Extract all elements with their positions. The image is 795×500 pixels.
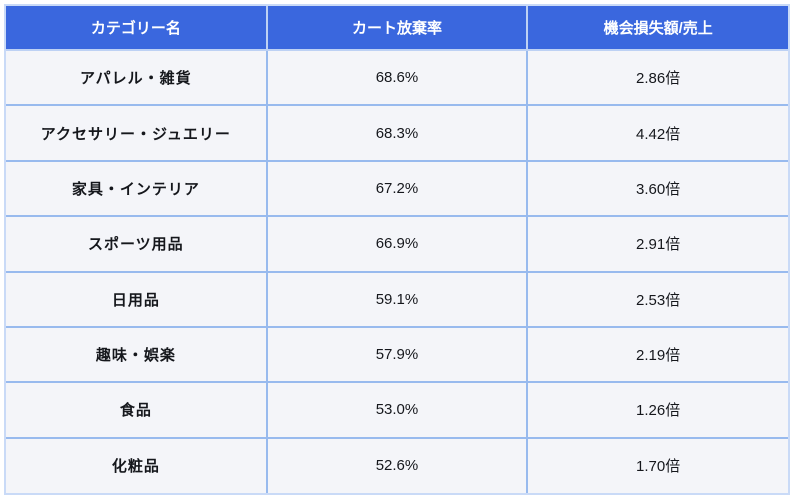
table-row: 家具・インテリア 67.2% 3.60倍 (6, 159, 788, 218)
table-row: 趣味・娯楽 57.9% 2.19倍 (6, 325, 788, 384)
cell-abandon-rate: 53.0% (265, 381, 529, 439)
cell-loss-ratio: 2.91倍 (526, 215, 788, 273)
cell-loss-ratio: 4.42倍 (526, 104, 788, 162)
cell-abandon-rate: 57.9% (265, 325, 529, 384)
cell-category-name: 家具・インテリア (6, 159, 268, 218)
cell-category-name: 日用品 (6, 270, 268, 328)
cell-category-name: スポーツ用品 (6, 215, 268, 273)
table-body: アパレル・雑貨 68.6% 2.86倍 アクセサリー・ジュエリー 68.3% 4.42倍家… (6, 48, 788, 493)
cell-category-name: 化粧品 (6, 436, 268, 493)
col-header-category-name: カテゴリー名 (6, 6, 268, 51)
cell-loss-ratio: 2.53倍 (526, 270, 788, 328)
cell-abandon-rate: 68.3% (265, 104, 529, 162)
table-row: スポーツ用品 66.9% 2.91倍 (6, 215, 788, 273)
table-row: 食品 53.0% 1.26倍 (6, 381, 788, 439)
col-header-opportunity-loss-ratio: 機会損失額/売上 (526, 6, 788, 51)
cell-abandon-rate: 52.6% (265, 436, 529, 493)
cell-category-name: アパレル・雑貨 (6, 48, 268, 107)
table-row: アパレル・雑貨 68.6% 2.86倍 (6, 48, 788, 107)
cell-loss-ratio: 2.86倍 (526, 48, 788, 107)
cell-abandon-rate: 59.1% (265, 270, 529, 328)
table-row: 化粧品 52.6% 1.70倍 (6, 436, 788, 493)
header-row: カテゴリー名 カート放棄率 機会損失額/売上 (6, 6, 788, 51)
cell-category-name: アクセサリー・ジュエリー (6, 104, 268, 162)
category-table-frame: カテゴリー名 カート放棄率 機会損失額/売上 アパレル・雑貨 68.6% 2.86倍… (4, 4, 790, 495)
col-header-cart-abandon-rate: カート放棄率 (265, 6, 529, 51)
table-row: 日用品 59.1% 2.53倍 (6, 270, 788, 328)
cell-loss-ratio: 1.70倍 (526, 436, 788, 493)
cell-category-name: 趣味・娯楽 (6, 325, 268, 384)
cell-loss-ratio: 2.19倍 (526, 325, 788, 384)
cell-loss-ratio: 1.26倍 (526, 381, 788, 439)
cell-abandon-rate: 67.2% (265, 159, 529, 218)
cell-category-name: 食品 (6, 381, 268, 439)
cell-abandon-rate: 68.6% (265, 48, 529, 107)
category-abandonment-table: カテゴリー名 カート放棄率 機会損失額/売上 アパレル・雑貨 68.6% 2.86倍… (6, 6, 788, 493)
cell-loss-ratio: 3.60倍 (526, 159, 788, 218)
cell-abandon-rate: 66.9% (265, 215, 529, 273)
table-row: アクセサリー・ジュエリー 68.3% 4.42倍 (6, 104, 788, 162)
